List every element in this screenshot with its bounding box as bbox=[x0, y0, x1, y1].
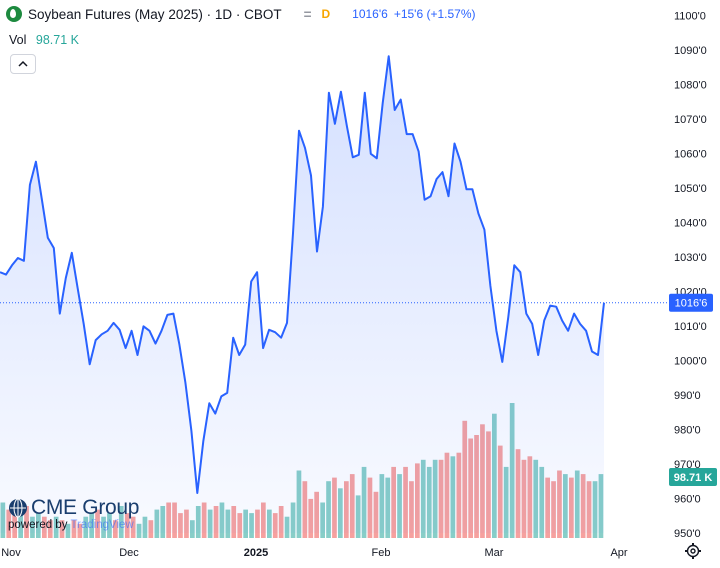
tradingview-name: TradingView bbox=[70, 519, 133, 531]
x-tick-label: 2025 bbox=[244, 547, 268, 559]
powered-by-label: powered by bbox=[8, 519, 70, 531]
y-tick-label: 1000'0 bbox=[674, 356, 707, 368]
price-area bbox=[0, 56, 604, 533]
x-tick-label: Feb bbox=[372, 547, 391, 559]
gear-icon[interactable] bbox=[684, 542, 702, 560]
cme-globe-icon bbox=[8, 498, 28, 518]
y-tick-label: 990'0 bbox=[674, 390, 701, 402]
cme-logo: CME Group bbox=[8, 496, 139, 520]
x-tick-label: Mar bbox=[485, 547, 504, 559]
collapse-legend-button[interactable] bbox=[10, 54, 36, 74]
y-tick-label: 1050'0 bbox=[674, 183, 707, 195]
x-tick-label: Dec bbox=[119, 547, 139, 559]
x-tick-label: Nov bbox=[1, 547, 21, 559]
y-tick-label: 980'0 bbox=[674, 425, 701, 437]
symbol-title[interactable]: Soybean Futures (May 2025) · 1D · CBOT bbox=[28, 7, 282, 22]
cme-name: CME Group bbox=[31, 496, 139, 520]
y-tick-label: 1030'0 bbox=[674, 252, 707, 264]
volume-label: Vol bbox=[9, 33, 26, 47]
y-tick-label: 960'0 bbox=[674, 494, 701, 506]
chevron-up-icon bbox=[17, 60, 29, 68]
y-tick-label: 1070'0 bbox=[674, 114, 707, 126]
y-tick-label: 1090'0 bbox=[674, 45, 707, 57]
volume-legend: Vol 98.71 K bbox=[9, 33, 79, 47]
chart-header: Soybean Futures (May 2025) · 1D · CBOT =… bbox=[6, 6, 476, 22]
y-tick-label: 950'0 bbox=[674, 528, 701, 540]
y-tick-label: 1100'0 bbox=[674, 11, 706, 23]
soybean-logo-icon bbox=[6, 6, 22, 22]
volume-badge-label: 98.71 K bbox=[674, 472, 713, 484]
price-change: +15'6 (+1.57%) bbox=[394, 7, 476, 21]
x-tick-label: Apr bbox=[610, 547, 627, 559]
y-tick-label: 1010'0 bbox=[674, 321, 707, 333]
y-tick-label: 1040'0 bbox=[674, 218, 707, 230]
delay-badge: D bbox=[321, 7, 330, 21]
last-price: 1016'6 bbox=[352, 7, 388, 21]
volume-value: 98.71 K bbox=[36, 33, 79, 47]
powered-by: powered by TradingView bbox=[8, 519, 134, 531]
equals-icon: = bbox=[304, 7, 312, 22]
y-tick-label: 1080'0 bbox=[674, 80, 707, 92]
y-tick-label: 1060'0 bbox=[674, 149, 707, 161]
current-price-badge-label: 1016'6 bbox=[675, 298, 708, 310]
